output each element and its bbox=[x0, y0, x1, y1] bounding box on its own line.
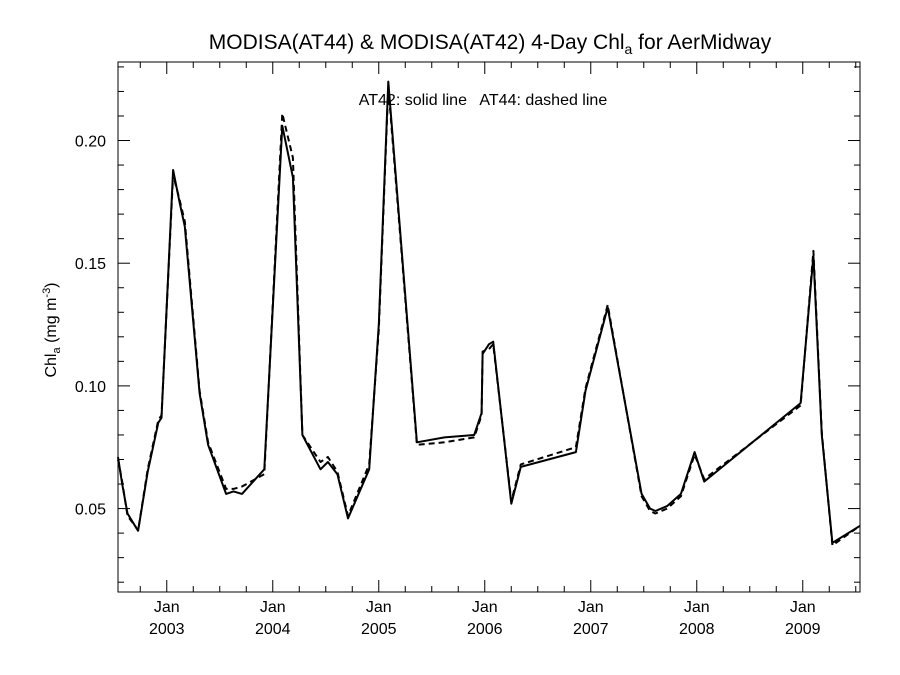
plot-frame bbox=[117, 61, 861, 593]
y-tick-label-3: 0.20 bbox=[75, 134, 106, 151]
chart-title: MODISA(AT44) & MODISA(AT42) 4-Day Chla f… bbox=[209, 31, 772, 57]
x-tick-month-4: Jan bbox=[578, 599, 604, 616]
y-tick-label-0: 0.05 bbox=[75, 502, 106, 519]
legend-annotation: AT42: solid line AT44: dashed line bbox=[359, 92, 608, 109]
x-tick-year-3: 2006 bbox=[467, 621, 503, 638]
x-tick-year-2: 2005 bbox=[361, 621, 397, 638]
x-tick-year-1: 2004 bbox=[255, 621, 291, 638]
y-tick-label-2: 0.15 bbox=[75, 256, 106, 273]
x-tick-month-0: Jan bbox=[154, 599, 180, 616]
y-axis-label: Chla (mg m-3) bbox=[41, 282, 63, 377]
x-tick-month-1: Jan bbox=[260, 599, 286, 616]
axis-tick-labels: 0.05 0.10 0.15 0.20 Jan 2003 Jan 2004 Jan 2005 Jan… bbox=[75, 134, 821, 638]
x-tick-year-0: 2003 bbox=[149, 621, 185, 638]
y-tick-label-1: 0.10 bbox=[75, 379, 106, 396]
x-tick-month-5: Jan bbox=[684, 599, 710, 616]
series-line-at44 bbox=[117, 85, 861, 547]
x-tick-year-4: 2007 bbox=[573, 621, 609, 638]
x-tick-year-5: 2008 bbox=[679, 621, 715, 638]
x-tick-month-6: Jan bbox=[790, 599, 816, 616]
series-lines bbox=[117, 80, 861, 547]
x-tick-year-6: 2009 bbox=[785, 621, 821, 638]
axis-ticks bbox=[118, 62, 860, 592]
x-tick-month-3: Jan bbox=[472, 599, 498, 616]
x-tick-month-2: Jan bbox=[366, 599, 392, 616]
